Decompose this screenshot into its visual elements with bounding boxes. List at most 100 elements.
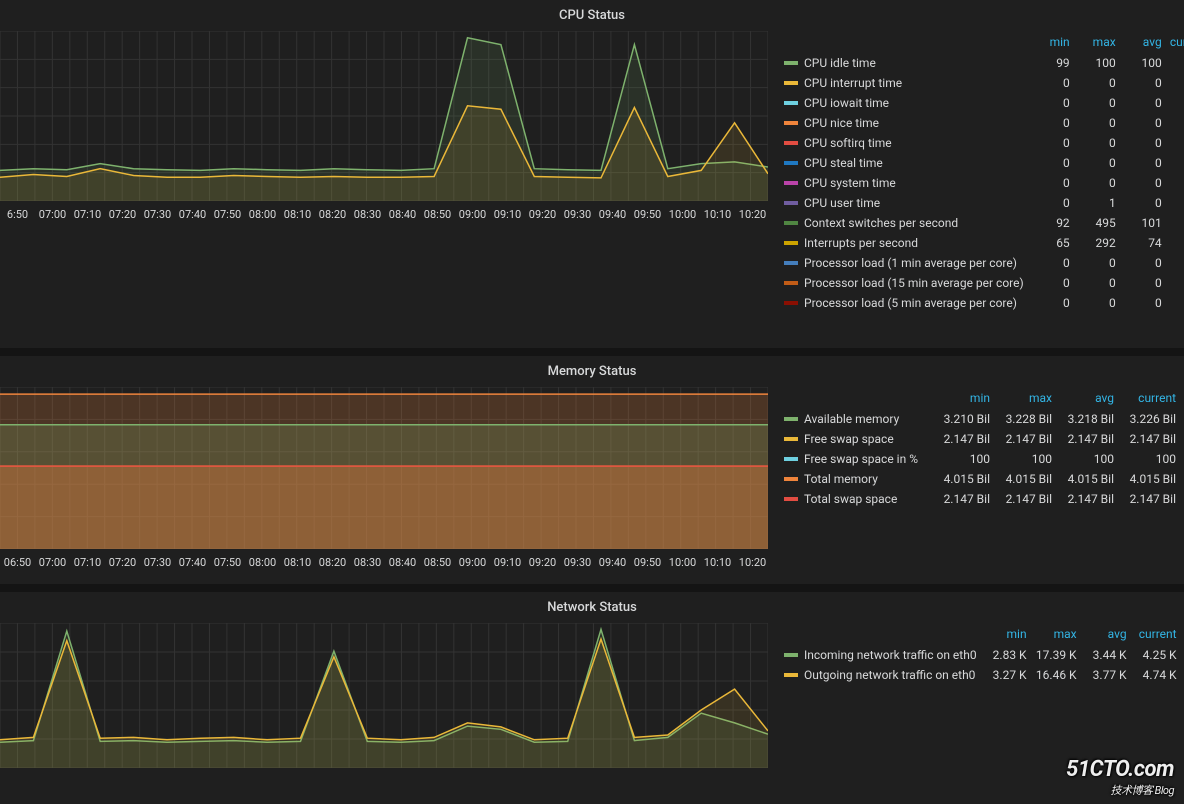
legend-item[interactable]: Outgoing network traffic on eth03.27 K16… (784, 665, 1177, 685)
legend-value: 2.147 Bil (990, 492, 1052, 506)
legend-item[interactable]: Free swap space in %100100100100 (784, 449, 1176, 469)
legend-label: Processor load (5 min average per core) (804, 296, 1024, 310)
legend-value: 0 (1162, 136, 1184, 150)
legend-label: Outgoing network traffic on eth0 (804, 668, 977, 682)
legend-value: 100 (1114, 452, 1176, 466)
legend-item[interactable]: CPU softirq time0000 (784, 133, 1184, 153)
legend-value: 3.27 K (977, 668, 1027, 682)
chart-memory[interactable]: 06:5007:0007:1007:2007:3007:4007:5008:00… (0, 387, 770, 571)
legend-label: Free swap space (804, 432, 928, 446)
legend-value: 100 (1070, 56, 1116, 70)
legend-item[interactable]: Processor load (5 min average per core)0… (784, 293, 1184, 313)
legend-label: CPU steal time (804, 156, 1024, 170)
legend-label: CPU iowait time (804, 96, 1024, 110)
legend-value: 0 (1070, 176, 1116, 190)
legend-value: 0 (1162, 156, 1184, 170)
legend-label: Interrupts per second (804, 236, 1024, 250)
legend-item[interactable]: CPU system time0000 (784, 173, 1184, 193)
legend-value: 0 (1024, 96, 1070, 110)
legend-value: 0 (1116, 296, 1162, 310)
legend-item[interactable]: Processor load (1 min average per core)0… (784, 253, 1184, 273)
legend-header: minmaxavgcurrent (784, 623, 1177, 645)
legend-value: 0 (1070, 156, 1116, 170)
legend-item[interactable]: Interrupts per second652927475 (784, 233, 1184, 253)
legend-value: 0 (1162, 76, 1184, 90)
legend-col-avg[interactable]: avg (1052, 391, 1114, 405)
legend-value: 92 (1024, 216, 1070, 230)
legend-label: CPU idle time (804, 56, 1024, 70)
legend-item[interactable]: CPU user time0100 (784, 193, 1184, 213)
legend-col-current[interactable]: current (1114, 391, 1176, 405)
legend-value: 3.226 Bil (1114, 412, 1176, 426)
legend-swatch (784, 457, 798, 461)
legend-col-avg[interactable]: avg (1077, 627, 1127, 641)
legend-swatch (784, 201, 798, 205)
legend-item[interactable]: CPU iowait time0000 (784, 93, 1184, 113)
legend-item[interactable]: CPU nice time0000 (784, 113, 1184, 133)
legend-item[interactable]: CPU idle time99100100100 (784, 53, 1184, 73)
legend-item[interactable]: Processor load (15 min average per core)… (784, 273, 1184, 293)
legend-col-max[interactable]: max (1027, 627, 1077, 641)
legend-value: 0 (1116, 76, 1162, 90)
legend-swatch (784, 121, 798, 125)
chart-network[interactable] (0, 623, 770, 771)
legend-value: 0 (1162, 296, 1184, 310)
legend-col-max[interactable]: max (990, 391, 1052, 405)
legend-item[interactable]: Incoming network traffic on eth02.83 K17… (784, 645, 1177, 665)
legend-value: 100 (928, 452, 990, 466)
legend-value: 0 (1116, 116, 1162, 130)
legend-item[interactable]: Free swap space2.147 Bil2.147 Bil2.147 B… (784, 429, 1176, 449)
legend-value: 4.015 Bil (990, 472, 1052, 486)
legend-item[interactable]: Context switches per second9249510199 (784, 213, 1184, 233)
legend-col-max[interactable]: max (1070, 35, 1116, 49)
legend-swatch (784, 141, 798, 145)
legend-value: 0 (1070, 276, 1116, 290)
legend-value: 2.147 Bil (990, 432, 1052, 446)
panel-network: Network Status minmaxavgcurrent Incoming… (0, 592, 1184, 804)
legend-value: 100 (1162, 56, 1184, 70)
panel-title-network: Network Status (0, 592, 1184, 623)
legend-value: 100 (1116, 56, 1162, 70)
legend-value: 2.83 K (977, 648, 1027, 662)
legend-value: 0 (1162, 276, 1184, 290)
legend-swatch (784, 61, 798, 65)
legend-value: 101 (1116, 216, 1162, 230)
legend-item[interactable]: CPU interrupt time0000 (784, 73, 1184, 93)
legend-col-current[interactable]: current (1162, 35, 1184, 49)
legend-col-min[interactable]: min (1024, 35, 1070, 49)
legend-col-current[interactable]: current (1127, 627, 1177, 641)
legend-value: 100 (1052, 452, 1114, 466)
chart-cpu[interactable]: 6:5007:0007:1007:2007:3007:4007:5008:000… (0, 31, 770, 313)
legend-col-avg[interactable]: avg (1116, 35, 1162, 49)
legend-value: 0 (1116, 176, 1162, 190)
legend-value: 0 (1116, 136, 1162, 150)
legend-value: 1 (1070, 196, 1116, 210)
legend-col-min[interactable]: min (977, 627, 1027, 641)
legend-label: Incoming network traffic on eth0 (804, 648, 977, 662)
legend-item[interactable]: Available memory3.210 Bil3.228 Bil3.218 … (784, 409, 1176, 429)
legend-label: Processor load (15 min average per core) (804, 276, 1024, 290)
legend-value: 4.015 Bil (1052, 472, 1114, 486)
legend-value: 0 (1024, 296, 1070, 310)
legend-value: 0 (1024, 256, 1070, 270)
legend-swatch (784, 281, 798, 285)
legend-value: 0 (1024, 176, 1070, 190)
legend-item[interactable]: CPU steal time0000 (784, 153, 1184, 173)
legend-swatch (784, 497, 798, 501)
legend-value: 0 (1162, 196, 1184, 210)
legend-item[interactable]: Total swap space2.147 Bil2.147 Bil2.147 … (784, 489, 1176, 509)
legend-col-min[interactable]: min (928, 391, 990, 405)
legend-value: 0 (1024, 196, 1070, 210)
legend-header: minmaxavgcurrent (784, 387, 1176, 409)
legend-value: 0 (1070, 256, 1116, 270)
legend-swatch (784, 417, 798, 421)
legend-swatch (784, 437, 798, 441)
legend-value: 0 (1070, 116, 1116, 130)
legend-value: 4.015 Bil (1114, 472, 1176, 486)
legend-value: 3.228 Bil (990, 412, 1052, 426)
legend-value: 17.39 K (1027, 648, 1077, 662)
legend-value: 292 (1070, 236, 1116, 250)
legend-item[interactable]: Total memory4.015 Bil4.015 Bil4.015 Bil4… (784, 469, 1176, 489)
legend-label: Context switches per second (804, 216, 1024, 230)
legend-swatch (784, 301, 798, 305)
